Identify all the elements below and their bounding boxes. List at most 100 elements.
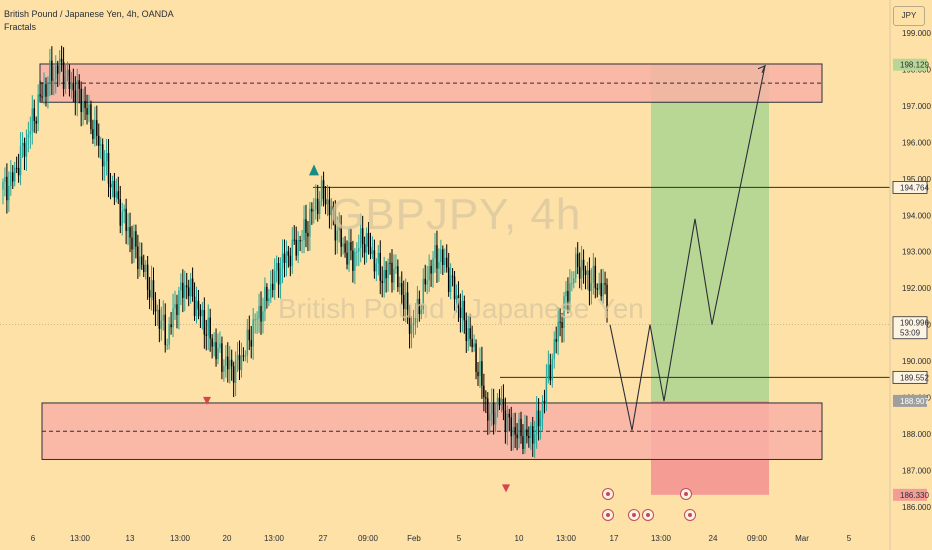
candle-body [453,276,456,300]
candle-body [483,385,485,398]
x-tick-label: 17 [610,534,619,543]
candle-body [88,104,90,115]
candle-body [440,249,442,262]
candle-body [129,227,131,238]
candle-body [148,290,151,298]
current-price-label-text: 190.996 [900,319,929,328]
zone-rect[interactable] [39,63,823,103]
candle-body [74,90,77,103]
candle-body [469,328,471,339]
candle-body [51,60,53,81]
x-tick-label: Feb [407,534,421,543]
candle-body [436,245,438,269]
candle-body [70,82,73,89]
x-tick-label: 13:00 [556,534,577,543]
candle-body [336,230,338,241]
candle-body [549,364,552,381]
candle-body [559,321,561,323]
candle-body [285,251,288,264]
candle-body [514,427,516,435]
candle-body [23,142,26,157]
candle-body [430,265,432,274]
candle-body [264,286,266,312]
candle-body [393,268,395,283]
candle-body [490,402,493,415]
candle-body [434,245,436,259]
candle-body [502,398,505,411]
x-tick-label: 13 [126,534,135,543]
candle-body [127,227,129,231]
candle-body [488,414,491,421]
target-price-label-text: 198.129 [900,61,929,70]
candle-body [66,69,69,77]
candle-body [232,366,235,383]
candle-body [207,317,209,336]
candle-body [576,253,579,267]
candle-body [152,280,155,301]
candle-body [412,322,415,325]
candle-body [80,88,82,113]
candle-body [72,82,75,91]
x-tick-label: 13:00 [170,534,191,543]
candle-body [58,58,61,74]
candle-body [494,412,497,425]
candle-body [227,356,229,370]
candle-body [565,290,567,297]
candle-body [96,120,98,136]
candle-body [109,183,112,188]
candle-body [246,329,249,356]
candle-body [420,309,423,315]
candle-body [557,321,559,342]
candle-body [512,427,514,437]
candle-body [358,248,360,252]
candle-body [176,304,178,316]
candle-body [428,265,430,281]
candle-body [432,258,434,274]
candle-body [60,58,63,62]
currency-button[interactable]: JPY [893,6,925,26]
candle-body [604,283,606,285]
target-price-label [893,58,927,71]
candle-body [324,199,327,205]
candle-body [526,429,528,437]
candle-body [442,249,444,266]
candle-body [139,256,141,269]
candle-body [422,278,425,310]
candle-body [492,402,495,425]
candle-body [244,355,247,357]
candle-body [182,282,184,298]
candle-body [508,413,511,418]
y-tick-label: 188.000 [902,430,931,439]
stop-price-label-text: 186.330 [900,491,929,500]
candle-body [563,296,565,329]
zone-rect[interactable] [41,402,823,460]
target-zone[interactable] [651,64,769,401]
candle-body [19,146,22,176]
candle-body [84,101,86,109]
candle-body [8,185,10,201]
projection-path[interactable] [609,65,766,431]
candle-body [487,398,489,421]
fractal-down-marker [502,484,510,493]
y-tick-label: 196.000 [902,138,931,147]
candle-body [279,268,282,285]
candle-body [313,209,315,212]
candle-body [588,270,591,292]
candle-body [371,250,374,255]
candle-body [178,290,180,316]
candle-body [268,298,270,302]
candle-body [467,328,469,341]
candle-body [586,270,589,276]
candle-body [117,191,120,200]
candle-body [377,252,380,264]
event-icon-dot [684,492,688,496]
candle-body [260,305,262,322]
candle-body [318,201,321,214]
candle-body [45,84,47,97]
candle-body [119,199,122,226]
candle-body [592,265,595,283]
stop-price-label [893,488,927,501]
candle-body [56,65,59,74]
x-tick-label: 10 [515,534,524,543]
